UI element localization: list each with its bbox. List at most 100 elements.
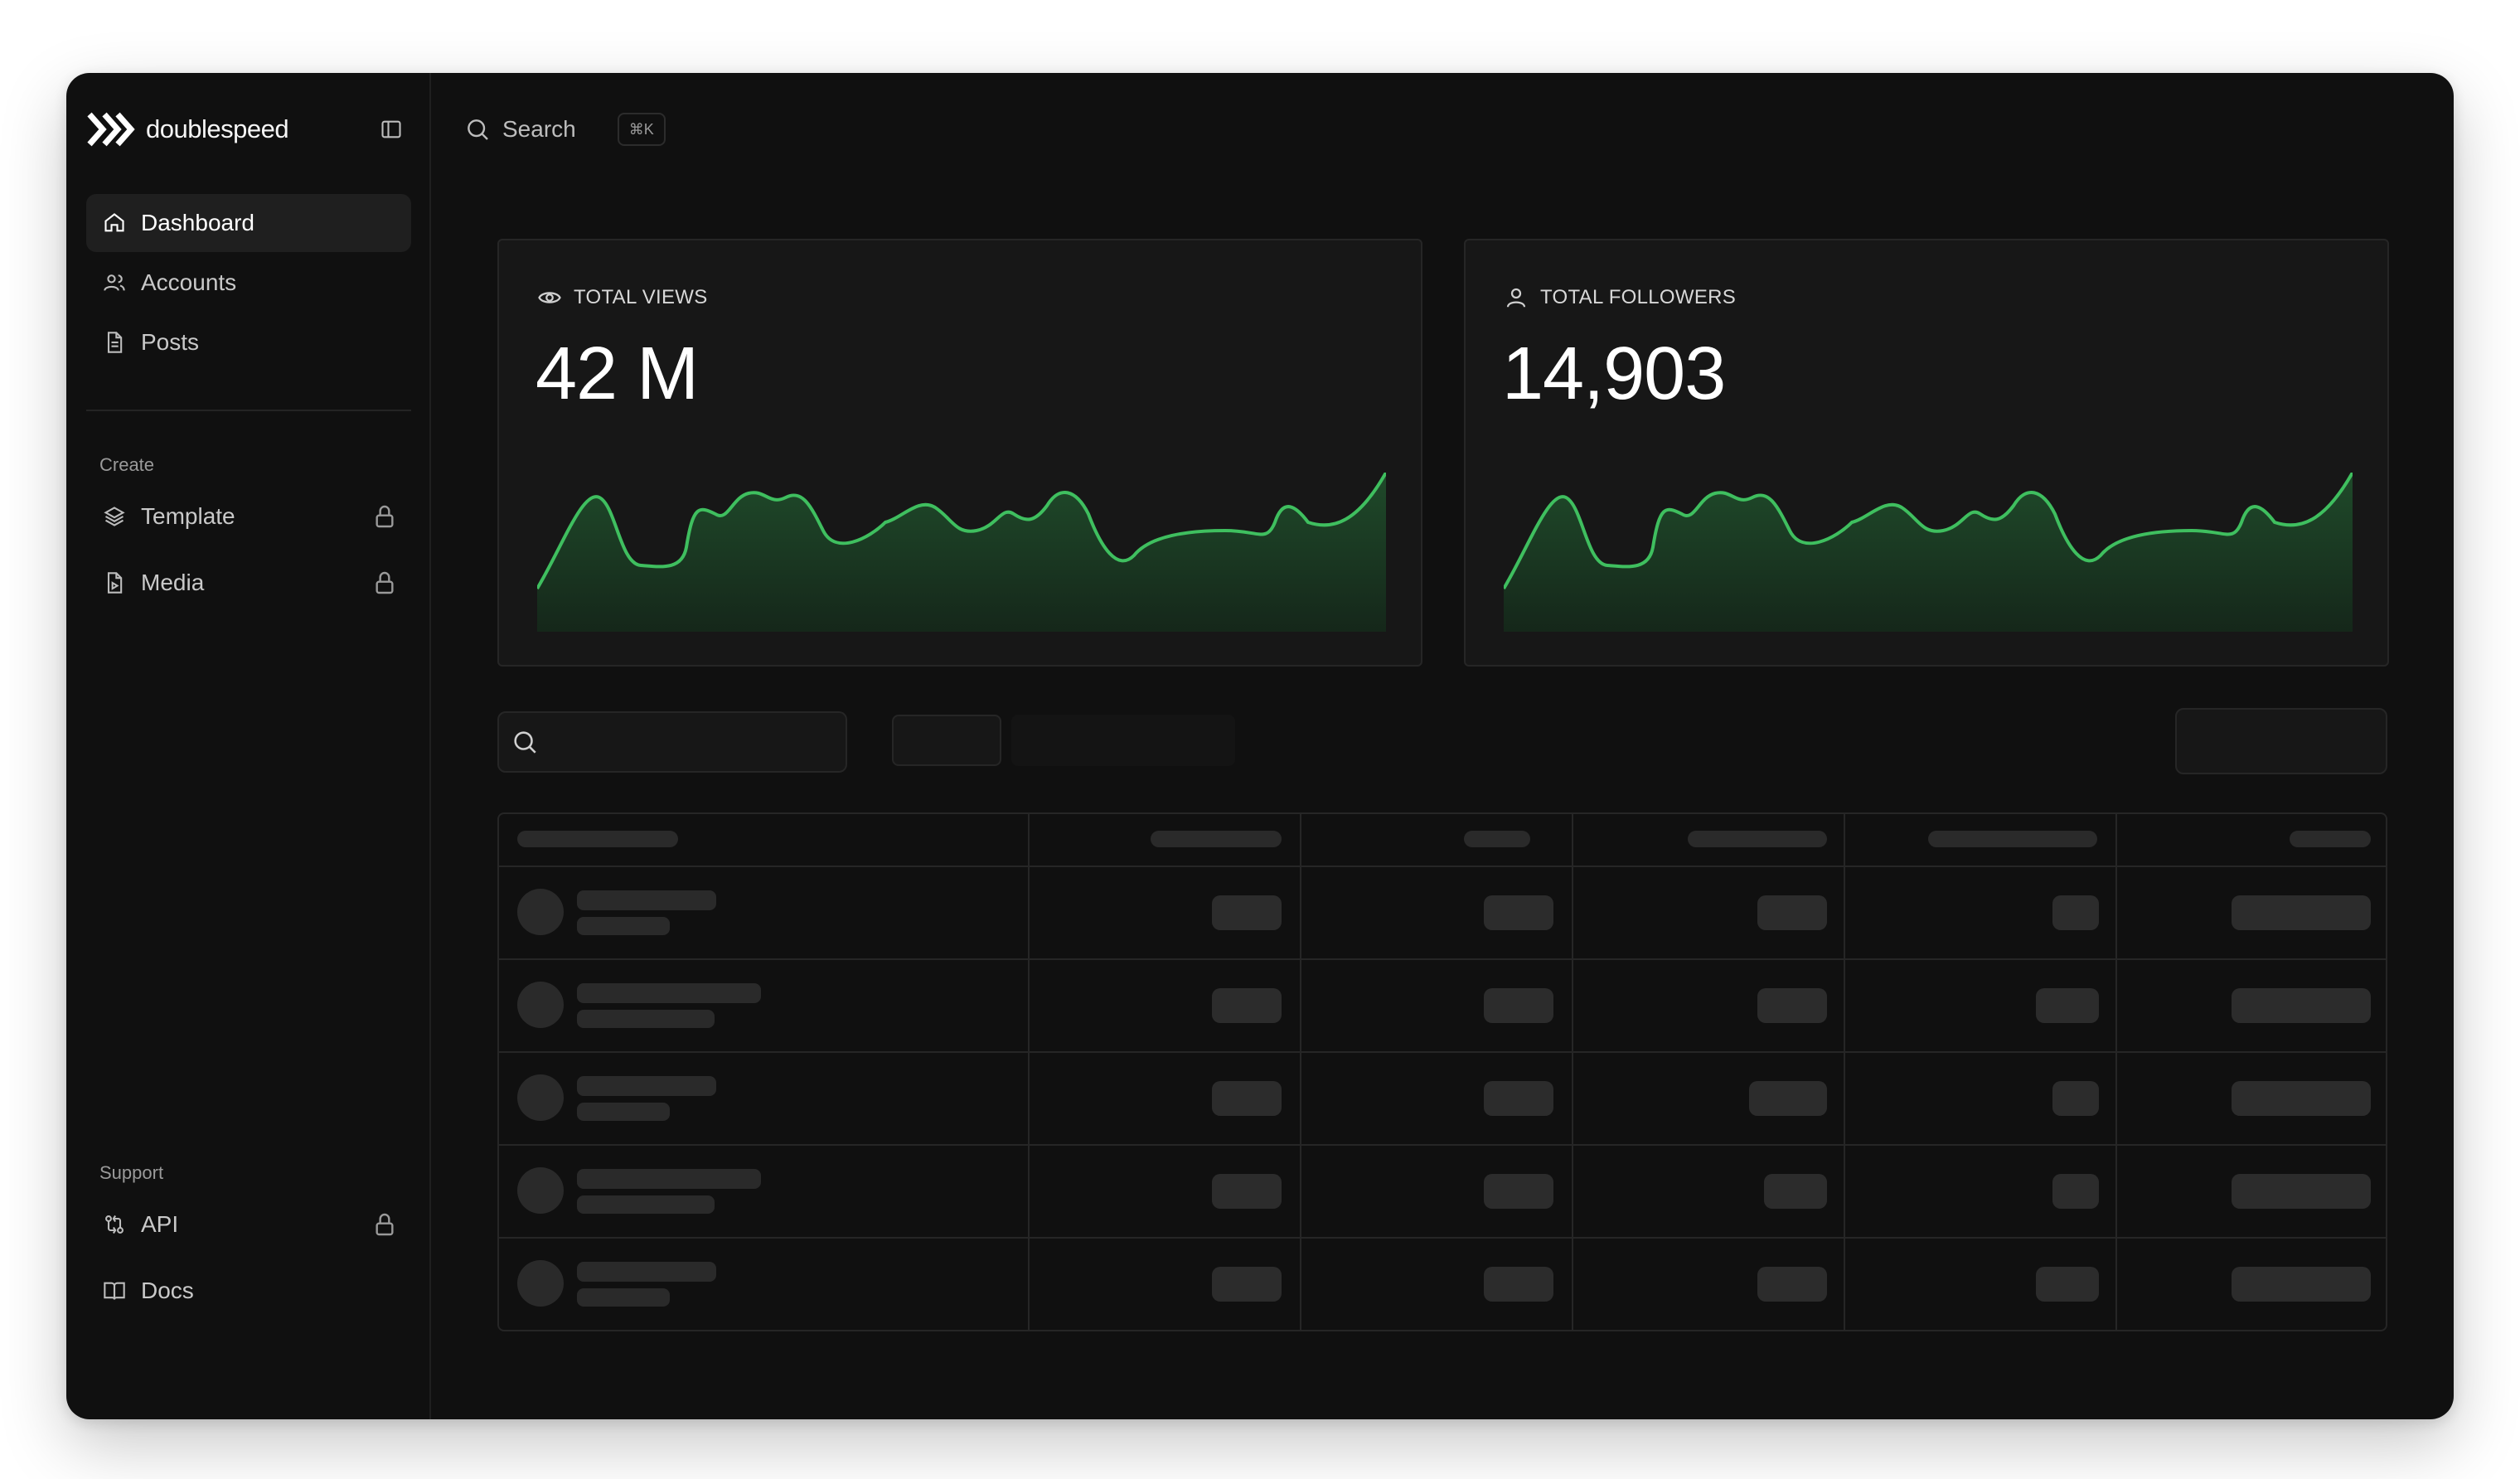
shortcut-badge: ⌘K (617, 113, 666, 146)
cell-skeleton (1484, 1267, 1553, 1302)
search-icon (468, 119, 488, 140)
stat-card-header: TOTAL FOLLOWERS (1504, 285, 1736, 310)
filter-placeholder (1011, 715, 1235, 766)
header-skeleton (2290, 831, 2371, 847)
stat-label: TOTAL VIEWS (574, 286, 708, 308)
cell-skeleton (1757, 988, 1827, 1023)
cell-skeleton (2052, 1081, 2099, 1116)
global-search[interactable]: Search ⌘K (464, 106, 666, 153)
search-icon (514, 731, 536, 754)
file-media-icon (101, 570, 128, 596)
avatar-skeleton (517, 1260, 564, 1307)
views-sparkline (537, 473, 1386, 632)
text-skeleton (577, 1103, 670, 1121)
column-divider (1028, 814, 1030, 1330)
cell-skeleton (1484, 1174, 1553, 1209)
column-divider (1844, 814, 1845, 1330)
search-label: Search (502, 116, 576, 142)
row-divider (499, 1051, 2386, 1053)
text-skeleton (577, 1076, 716, 1096)
sidebar-divider (86, 410, 411, 411)
lock-icon (376, 571, 394, 594)
cell-skeleton (2232, 988, 2371, 1023)
cell-skeleton (1484, 988, 1553, 1023)
sidebar-item-dashboard[interactable]: Dashboard (86, 194, 411, 252)
sidebar-item-label: API (141, 1211, 179, 1237)
accounts-table (497, 812, 2387, 1331)
brand[interactable]: doublespeed (86, 106, 289, 153)
stat-value: 14,903 (1502, 332, 1726, 415)
doublespeed-logo-icon (87, 112, 135, 147)
header-skeleton (1688, 831, 1827, 847)
cell-skeleton (2232, 1267, 2371, 1302)
cell-skeleton (1764, 1174, 1827, 1209)
cell-skeleton (2232, 1174, 2371, 1209)
header-skeleton (1464, 831, 1530, 847)
sidebar-item-api[interactable]: API (86, 1195, 411, 1254)
column-divider (2115, 814, 2117, 1330)
layers-icon (101, 503, 128, 530)
text-skeleton (577, 1195, 715, 1214)
home-icon (101, 210, 128, 236)
cell-skeleton (2232, 1081, 2371, 1116)
git-compare-icon (101, 1211, 128, 1238)
header-skeleton (517, 831, 678, 847)
sidebar-item-label: Docs (141, 1278, 194, 1303)
row-divider (499, 958, 2386, 960)
avatar-skeleton (517, 982, 564, 1028)
cell-skeleton (1212, 1174, 1282, 1209)
stat-label: TOTAL FOLLOWERS (1540, 286, 1737, 308)
row-divider (499, 866, 2386, 867)
text-skeleton (577, 1288, 670, 1307)
cell-skeleton (1749, 1081, 1827, 1116)
sidebar-item-label: Posts (141, 329, 200, 355)
sidebar-item-label: Dashboard (141, 210, 254, 235)
cell-skeleton (1212, 988, 1282, 1023)
cell-skeleton (1757, 1267, 1827, 1302)
column-divider (1572, 814, 1573, 1330)
sidebar-item-accounts[interactable]: Accounts (86, 254, 411, 312)
filter-button[interactable] (892, 715, 1001, 766)
cell-skeleton (2036, 1267, 2099, 1302)
sidebar-item-docs[interactable]: Docs (86, 1262, 411, 1320)
app-window: doublespeed Dashboard Accounts Posts (66, 73, 2454, 1419)
sidebar-item-template[interactable]: Template (86, 487, 411, 546)
cell-skeleton (1484, 1081, 1553, 1116)
cell-skeleton (2052, 895, 2099, 930)
header-skeleton (1151, 831, 1282, 847)
eye-icon (538, 292, 561, 303)
header-skeleton (1928, 831, 2097, 847)
cell-skeleton (1757, 895, 1827, 930)
row-divider (499, 1237, 2386, 1239)
text-skeleton (577, 1262, 716, 1282)
sidebar: doublespeed Dashboard Accounts Posts (66, 73, 431, 1419)
section-label-support: Support (99, 1162, 164, 1183)
cell-skeleton (1212, 895, 1282, 930)
user-icon (1506, 288, 1526, 308)
sidebar-item-label: Media (141, 570, 205, 595)
avatar-skeleton (517, 889, 564, 935)
text-skeleton (577, 890, 716, 910)
sidebar-item-label: Accounts (141, 269, 237, 295)
sparkline-area (1504, 473, 2353, 632)
sidebar-toggle-button[interactable] (376, 114, 406, 144)
cell-skeleton (2052, 1174, 2099, 1209)
text-skeleton (577, 983, 761, 1003)
sidebar-item-posts[interactable]: Posts (86, 313, 411, 371)
sparkline-area (537, 473, 1386, 632)
sidebar-item-media[interactable]: Media (86, 554, 411, 612)
action-button[interactable] (2175, 708, 2387, 774)
avatar-skeleton (517, 1167, 564, 1214)
cell-skeleton (2232, 895, 2371, 930)
stat-value: 42 M (536, 332, 699, 415)
text-skeleton (577, 917, 670, 935)
book-icon (101, 1278, 128, 1304)
sparkline-line (537, 473, 1386, 590)
stat-card-views: TOTAL VIEWS 42 M (497, 239, 1422, 667)
stat-card-followers: TOTAL FOLLOWERS 14,903 (1464, 239, 2389, 667)
cell-skeleton (1212, 1267, 1282, 1302)
text-skeleton (577, 1010, 715, 1028)
table-search-input[interactable] (497, 711, 847, 773)
main-content: Search ⌘K TOTAL VIEWS 42 M (431, 73, 2454, 1419)
users-icon (101, 269, 128, 296)
